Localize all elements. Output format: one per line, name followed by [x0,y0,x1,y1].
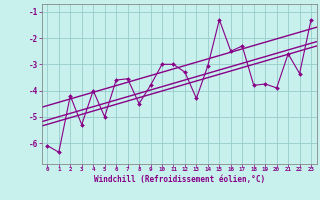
X-axis label: Windchill (Refroidissement éolien,°C): Windchill (Refroidissement éolien,°C) [94,175,265,184]
